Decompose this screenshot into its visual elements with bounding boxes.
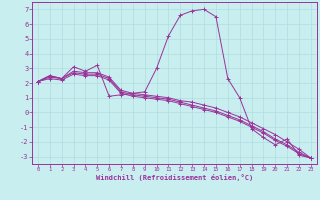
X-axis label: Windchill (Refroidissement éolien,°C): Windchill (Refroidissement éolien,°C) bbox=[96, 174, 253, 181]
